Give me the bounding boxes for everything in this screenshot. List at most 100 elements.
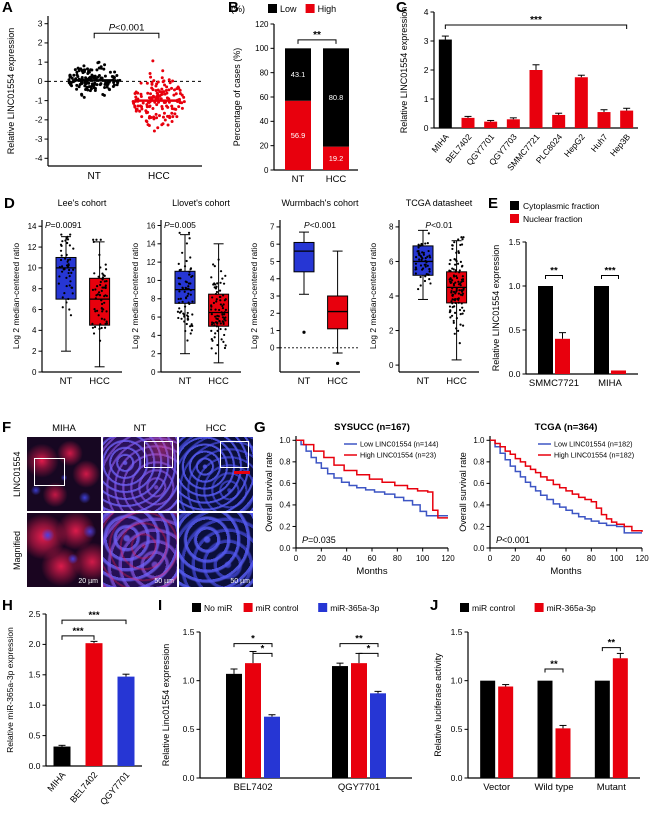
svg-text:60: 60 bbox=[260, 93, 269, 102]
svg-text:0.2: 0.2 bbox=[473, 522, 485, 531]
svg-text:60: 60 bbox=[562, 554, 571, 563]
svg-text:0.0: 0.0 bbox=[183, 773, 195, 783]
svg-text:60: 60 bbox=[368, 554, 377, 563]
svg-text:NT: NT bbox=[292, 174, 305, 185]
svg-text:1.0: 1.0 bbox=[29, 700, 41, 710]
svg-text:56.9: 56.9 bbox=[291, 131, 306, 140]
svg-text:Overall survival rate: Overall survival rate bbox=[264, 452, 274, 532]
svg-text:High: High bbox=[318, 4, 337, 14]
svg-text:Log 2 median-centered ratio: Log 2 median-centered ratio bbox=[249, 243, 259, 350]
svg-text:TCGA datasheet: TCGA datasheet bbox=[406, 198, 473, 208]
svg-text:0.8: 0.8 bbox=[279, 458, 291, 467]
svg-text:4: 4 bbox=[424, 7, 429, 17]
svg-text:BEL7402: BEL7402 bbox=[68, 770, 99, 805]
micrograph-nt-magnified: 50 µm bbox=[103, 513, 177, 587]
panel-f-label: F bbox=[2, 419, 12, 436]
svg-text:0: 0 bbox=[488, 554, 493, 563]
f-row-head-1: LINC01554 bbox=[12, 437, 25, 511]
svg-text:P=0.0091: P=0.0091 bbox=[45, 220, 82, 230]
svg-text:miR control: miR control bbox=[472, 603, 515, 613]
svg-text:2: 2 bbox=[32, 347, 37, 356]
svg-text:BEL7402: BEL7402 bbox=[233, 782, 272, 793]
svg-text:8: 8 bbox=[32, 285, 37, 294]
svg-text:10: 10 bbox=[147, 276, 156, 285]
svg-text:7: 7 bbox=[270, 223, 275, 232]
svg-text:NT: NT bbox=[179, 376, 192, 387]
svg-text:P<0.01: P<0.01 bbox=[425, 220, 452, 230]
panel-e: E Cytoplasmic fraction Nuclear fraction 0.… bbox=[488, 195, 650, 420]
svg-text:40: 40 bbox=[260, 117, 269, 126]
panel-g: G SYSUCC (n=167) 0.0 0.2 0.4 0.6 0.8 1.0 0 20 40 6… bbox=[254, 419, 650, 596]
svg-text:HCC: HCC bbox=[446, 376, 467, 387]
svg-text:80.8: 80.8 bbox=[329, 93, 344, 102]
svg-text:40: 40 bbox=[536, 554, 545, 563]
svg-text:High LINC01554 (n=23): High LINC01554 (n=23) bbox=[360, 451, 436, 460]
svg-text:MIHA: MIHA bbox=[598, 378, 622, 389]
svg-text:Log 2 median-centered ratio: Log 2 median-centered ratio bbox=[11, 243, 21, 350]
svg-text:0: 0 bbox=[389, 361, 394, 370]
svg-text:HCC: HCC bbox=[208, 376, 229, 387]
svg-text:1.0: 1.0 bbox=[183, 675, 195, 685]
svg-text:Relative luciferase activity: Relative luciferase activity bbox=[433, 653, 443, 757]
inset-box bbox=[143, 441, 174, 469]
panel-a-chart: 3 2 1 0 -1 -2 -3 -4 Relative LINC01554 expressio… bbox=[6, 16, 202, 182]
panel-d-tcga-chart: TCGA datasheet 0 2 4 6 8 Log 2 median-centered… bbox=[368, 198, 479, 387]
svg-text:**: ** bbox=[550, 659, 558, 670]
svg-text:TCGA (n=364): TCGA (n=364) bbox=[535, 422, 598, 433]
svg-text:6: 6 bbox=[270, 240, 275, 249]
svg-text:No miR: No miR bbox=[204, 603, 232, 613]
svg-text:Low: Low bbox=[280, 4, 297, 14]
svg-text:Months: Months bbox=[550, 566, 581, 577]
svg-text:Log 2 median-centered ratio: Log 2 median-centered ratio bbox=[130, 243, 140, 350]
svg-text:Relative miR-365a-3p expressio: Relative miR-365a-3p expression bbox=[5, 627, 15, 753]
f-corner bbox=[12, 422, 25, 435]
svg-text:Huh7: Huh7 bbox=[589, 132, 610, 154]
panel-d-llovet-chart: Llovet's cohort 0 2 4 6 8 10 12 14 16 Log 2 median… bbox=[130, 198, 241, 387]
svg-text:0: 0 bbox=[38, 76, 43, 86]
svg-text:2: 2 bbox=[424, 65, 429, 75]
svg-text:0.6: 0.6 bbox=[279, 479, 291, 488]
panel-b-chart: (%) Low High 0 20 40 60 80 100 120 Percentage of c… bbox=[231, 4, 358, 185]
panel-d-charts: Lee's cohort 0 2 4 6 8 10 12 14 Log 2 median-cent… bbox=[10, 196, 492, 416]
panel-h: H 0.0 0.5 1.0 1.5 2.0 2.5 Relative miR-365a-3p… bbox=[2, 597, 158, 837]
svg-text:3: 3 bbox=[424, 36, 429, 46]
svg-text:20: 20 bbox=[260, 141, 269, 150]
micrograph-hcc-linc01554 bbox=[179, 437, 253, 511]
svg-text:0.5: 0.5 bbox=[509, 325, 521, 335]
svg-text:Low LINC01554 (n=182): Low LINC01554 (n=182) bbox=[554, 440, 633, 449]
inset-box bbox=[219, 441, 250, 469]
svg-text:120: 120 bbox=[255, 20, 269, 29]
svg-text:0.0: 0.0 bbox=[473, 544, 485, 553]
panel-h-chart: 0.0 0.5 1.0 1.5 2.0 2.5 Relative miR-365a-3p e… bbox=[5, 609, 142, 807]
svg-text:0.0: 0.0 bbox=[29, 761, 41, 771]
svg-text:0.0: 0.0 bbox=[509, 369, 521, 379]
panel-g-charts: SYSUCC (n=167) 0.0 0.2 0.4 0.6 0.8 1.0 0 20 40 60 8… bbox=[262, 420, 650, 594]
svg-text:Llovet's cohort: Llovet's cohort bbox=[172, 198, 230, 208]
svg-text:HCC: HCC bbox=[326, 174, 347, 185]
svg-text:-1: -1 bbox=[35, 95, 43, 105]
scale-label: 50 µm bbox=[154, 578, 174, 585]
svg-text:***: *** bbox=[72, 626, 83, 637]
svg-text:0.5: 0.5 bbox=[451, 724, 463, 734]
svg-text:MIHA: MIHA bbox=[430, 132, 452, 155]
svg-text:4: 4 bbox=[32, 326, 37, 335]
svg-text:100: 100 bbox=[255, 44, 269, 53]
svg-text:1.5: 1.5 bbox=[29, 670, 41, 680]
svg-text:***: *** bbox=[604, 265, 615, 276]
svg-text:MIHA: MIHA bbox=[45, 770, 67, 794]
svg-text:QGY7701: QGY7701 bbox=[338, 782, 380, 793]
svg-text:0: 0 bbox=[151, 368, 156, 377]
svg-text:1.5: 1.5 bbox=[183, 627, 195, 637]
panel-e-label: E bbox=[488, 195, 499, 212]
svg-text:6: 6 bbox=[32, 305, 37, 314]
svg-text:80: 80 bbox=[587, 554, 596, 563]
panel-f: F MIHA NT HCC LINC01554 Magnified 20 µm … bbox=[2, 419, 254, 596]
svg-text:1.0: 1.0 bbox=[509, 281, 521, 291]
svg-text:4: 4 bbox=[389, 292, 394, 301]
svg-text:8: 8 bbox=[151, 295, 156, 304]
svg-text:Wurmbach's cohort: Wurmbach's cohort bbox=[281, 198, 359, 208]
svg-text:0.4: 0.4 bbox=[473, 501, 485, 510]
svg-text:0: 0 bbox=[294, 554, 299, 563]
svg-text:SMMC7721: SMMC7721 bbox=[529, 378, 579, 389]
svg-text:miR control: miR control bbox=[256, 603, 299, 613]
